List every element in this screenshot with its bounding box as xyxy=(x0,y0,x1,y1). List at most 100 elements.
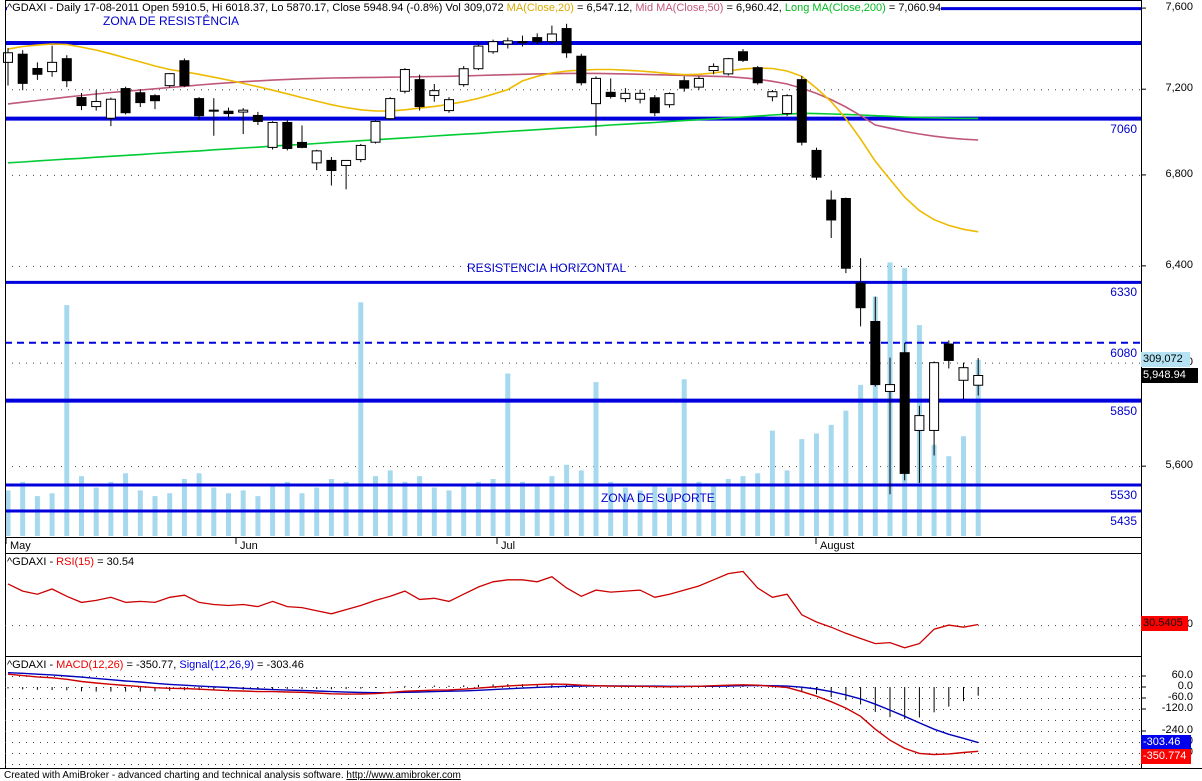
month-label-May: May xyxy=(10,540,31,552)
volume-bar xyxy=(549,476,555,536)
candle xyxy=(899,342,910,481)
volume-bar xyxy=(520,481,525,536)
candle-body xyxy=(752,67,763,84)
hline-label-7060: 7060 xyxy=(1110,122,1137,136)
candle-body xyxy=(179,60,190,87)
candle xyxy=(341,159,352,190)
ma20-legend: MA(Close,20) xyxy=(506,2,574,14)
candle-body xyxy=(708,65,719,72)
candle xyxy=(120,86,131,115)
candle xyxy=(208,98,219,136)
volume-bar xyxy=(637,490,643,536)
candle xyxy=(252,111,263,126)
signal-title-value: = -303.46 xyxy=(254,659,304,671)
candle-body xyxy=(546,33,557,43)
candle xyxy=(502,37,513,49)
candle-body xyxy=(635,92,646,100)
volume-bar xyxy=(255,496,261,536)
candle-body xyxy=(738,51,748,61)
ma50-legend: Mid MA(Close,50) xyxy=(635,2,724,14)
volume-bar xyxy=(975,359,981,536)
candle xyxy=(238,108,249,135)
hline-label-6330: 6330 xyxy=(1110,285,1137,299)
volume-bar xyxy=(49,493,55,536)
candle xyxy=(311,149,322,171)
candle xyxy=(399,68,410,94)
volume-bar xyxy=(608,481,614,536)
volume-bar xyxy=(123,473,129,536)
volume-bar xyxy=(79,476,84,536)
candle-body xyxy=(3,52,13,63)
volume-bar xyxy=(5,490,11,536)
date-axis-ticks xyxy=(5,538,817,544)
ma200-line xyxy=(7,112,979,164)
candle-body xyxy=(399,69,410,92)
candle-body xyxy=(958,367,969,381)
candle-body xyxy=(693,77,704,88)
candle-body xyxy=(723,58,734,75)
hline-label-5850: 5850 xyxy=(1110,404,1137,418)
candle xyxy=(664,92,675,108)
candle-body xyxy=(473,45,484,70)
candle xyxy=(620,88,631,103)
candle-body xyxy=(120,88,131,114)
candle-body xyxy=(47,61,58,73)
candle xyxy=(811,147,822,181)
candle-body xyxy=(664,93,675,106)
volume-bar xyxy=(402,481,408,536)
candle xyxy=(61,55,72,88)
candle-body xyxy=(370,120,381,143)
volume-bar xyxy=(725,479,731,536)
candle xyxy=(91,90,102,111)
macd-title-pre: ^GDAXI - xyxy=(7,659,57,671)
candle-body xyxy=(194,98,205,117)
candle xyxy=(105,97,116,127)
volume-bar xyxy=(872,296,878,536)
candle-body xyxy=(238,109,249,113)
volume-bar xyxy=(755,473,761,536)
volume-bar xyxy=(387,470,393,536)
candle-body xyxy=(341,159,352,166)
candle xyxy=(649,95,660,117)
ma200-legend: Long MA(Close,200) xyxy=(784,2,886,14)
volume-bar xyxy=(784,470,790,536)
candle-body xyxy=(679,80,690,89)
ma20-line xyxy=(7,43,979,233)
macd-axis-label-0.0: 0.0 xyxy=(1177,680,1193,692)
candle xyxy=(826,190,837,239)
candle-body xyxy=(150,95,160,102)
candle xyxy=(855,258,866,327)
hline-label-6080: 6080 xyxy=(1110,346,1137,360)
candle-body xyxy=(135,92,146,104)
candle xyxy=(17,50,28,91)
footer-bar: Created with AmiBroker - advanced charti… xyxy=(0,768,1202,781)
candle-body xyxy=(914,415,925,431)
candle xyxy=(532,33,543,45)
candle xyxy=(179,58,190,88)
volume-bar xyxy=(843,410,849,536)
candle-body xyxy=(826,199,837,221)
candle-body xyxy=(488,41,499,53)
hline-label-5530: 5530 xyxy=(1110,488,1137,502)
candle xyxy=(885,357,895,495)
candle-body xyxy=(782,95,793,115)
price-axis-label-7,600: 7,600 xyxy=(1165,1,1193,13)
candle-body xyxy=(532,37,543,43)
candle-body xyxy=(252,114,263,122)
candle xyxy=(488,39,499,54)
macd-axis-label--120.0: -120.0 xyxy=(1161,702,1193,714)
volume-bar xyxy=(490,479,496,536)
ma20-value: = 6,547.12, xyxy=(573,2,636,14)
amibroker-link[interactable]: http://www.amibroker.com xyxy=(346,770,461,781)
candle-body xyxy=(649,97,660,114)
candle xyxy=(914,405,925,483)
volume-bar xyxy=(740,476,746,536)
volume-bar xyxy=(828,424,834,536)
candle xyxy=(635,89,646,104)
candle xyxy=(767,90,778,102)
candle-body xyxy=(840,197,851,269)
candle-body xyxy=(943,343,954,361)
candle xyxy=(164,73,175,88)
candle xyxy=(576,53,587,86)
